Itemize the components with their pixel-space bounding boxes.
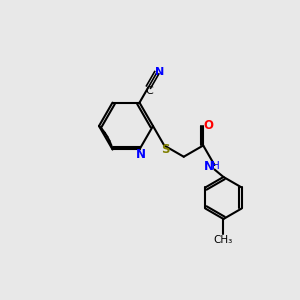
Text: S: S (161, 142, 170, 156)
Text: C: C (146, 85, 154, 96)
Text: N: N (154, 67, 164, 77)
Text: CH₃: CH₃ (214, 235, 233, 245)
Text: H: H (212, 161, 220, 172)
Text: N: N (136, 148, 146, 161)
Text: O: O (204, 119, 214, 133)
Text: N: N (204, 160, 214, 173)
